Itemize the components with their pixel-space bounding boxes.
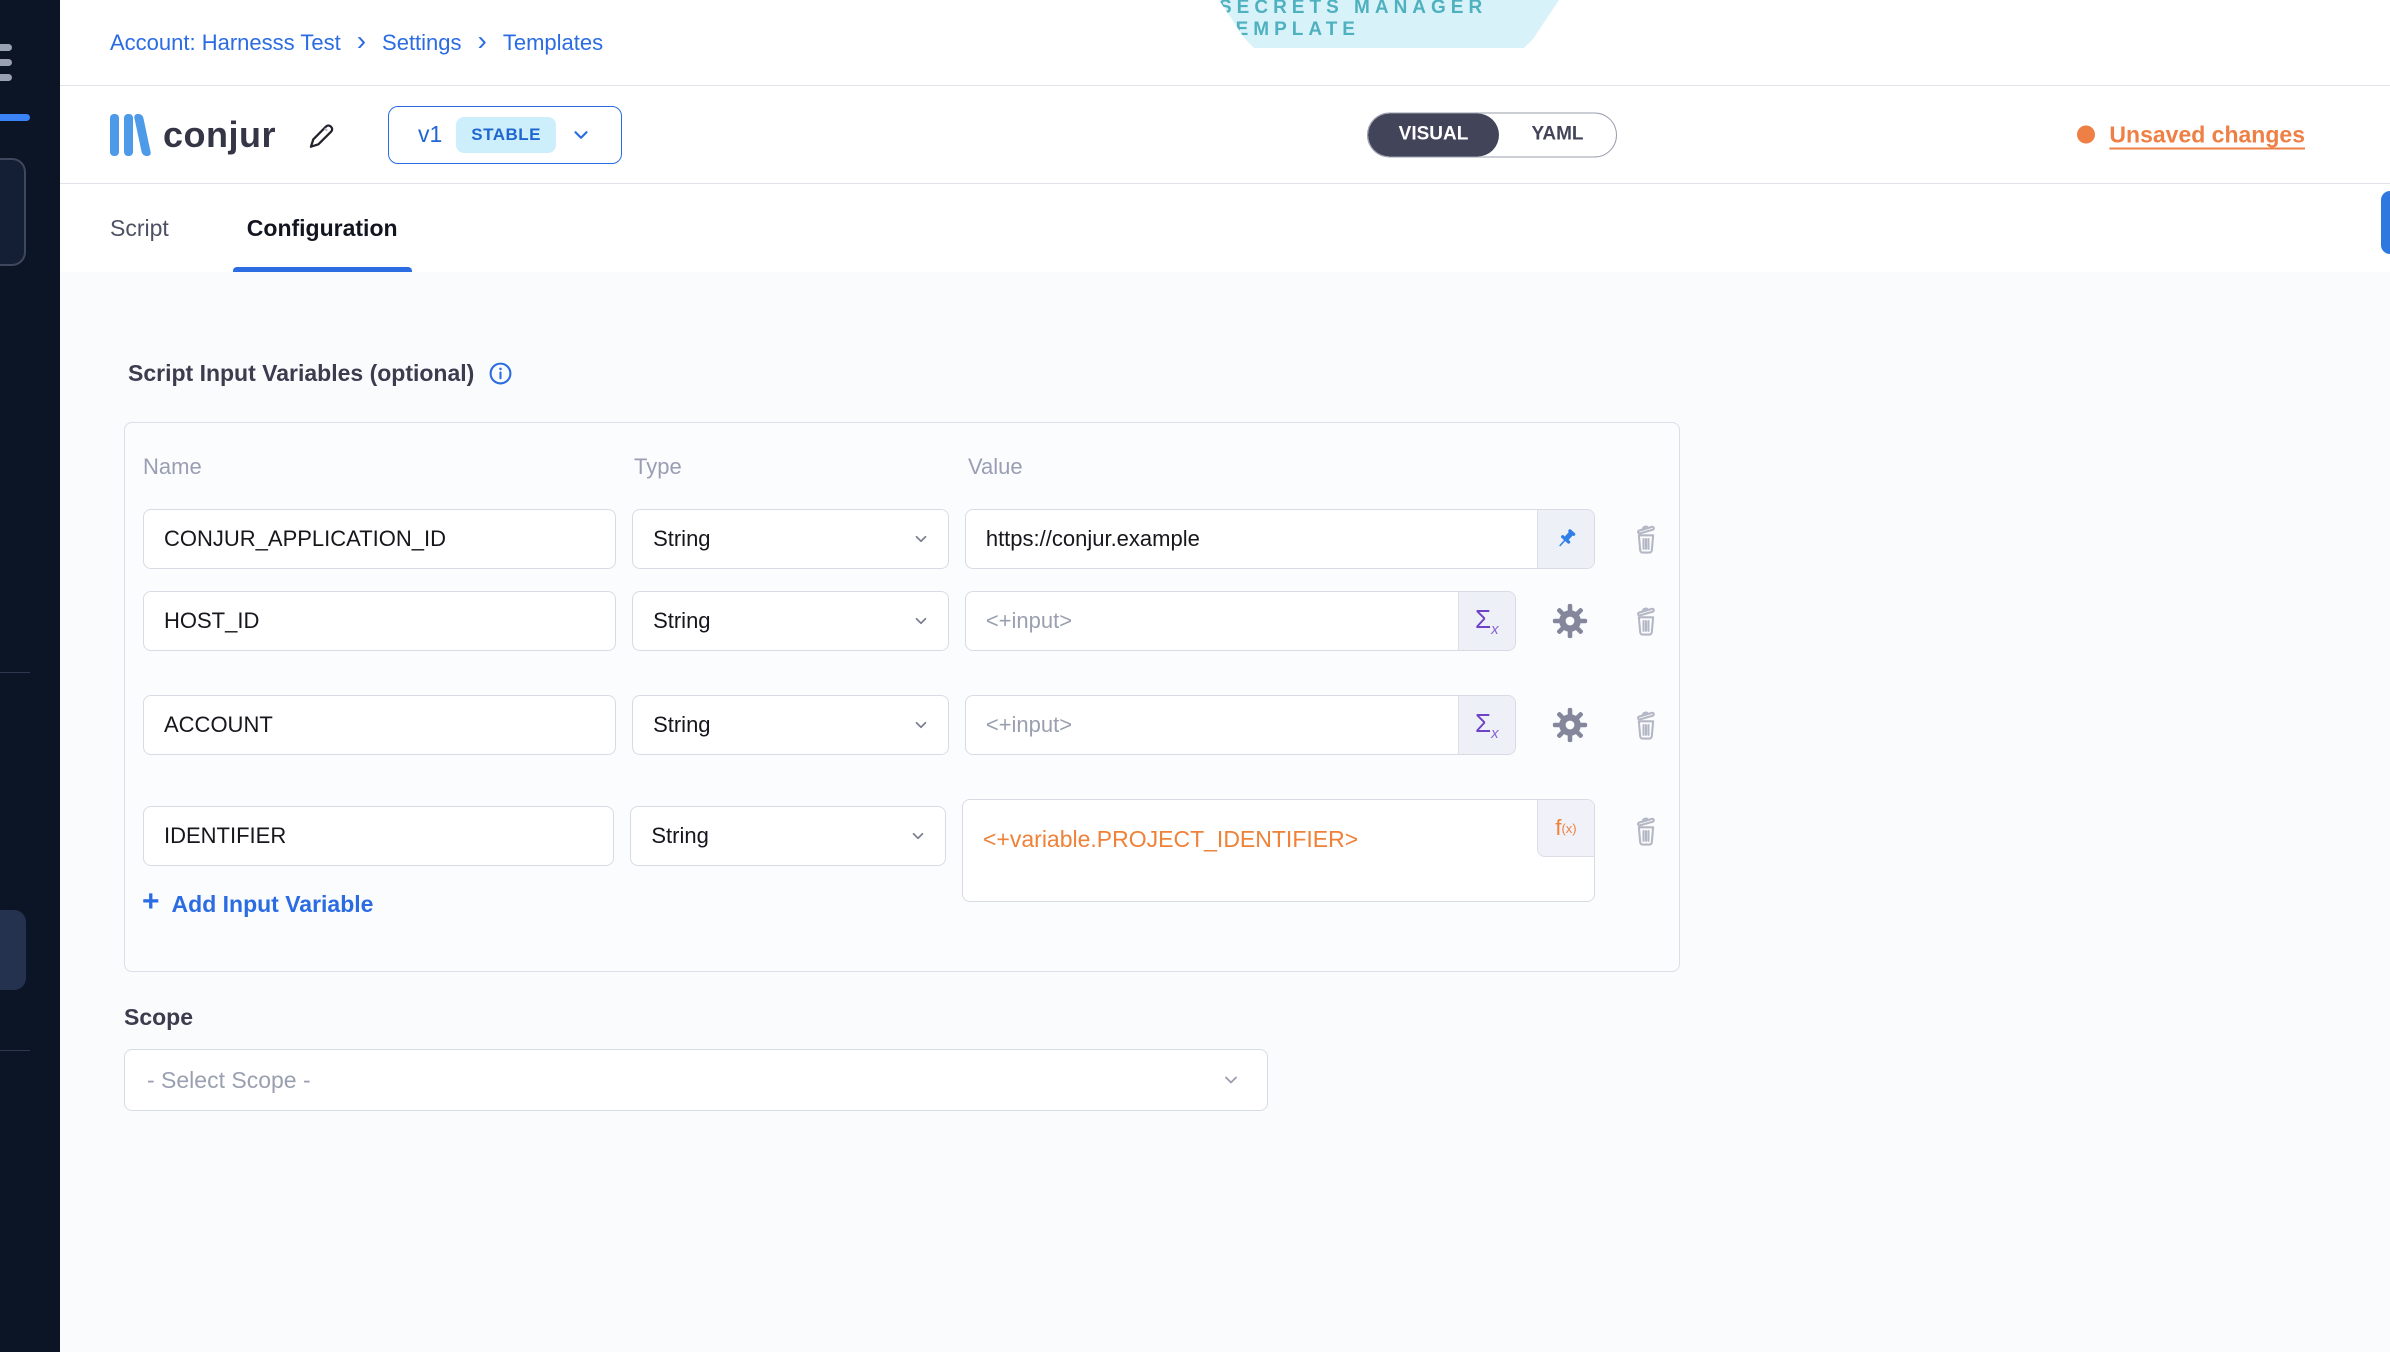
version-selector[interactable]: v1 STABLE (388, 105, 623, 164)
unsaved-dot-icon (2077, 125, 2096, 144)
conjur-logo-icon (110, 113, 152, 156)
scope-label: Scope (124, 1004, 194, 1030)
variable-name-input[interactable] (143, 695, 617, 755)
input-settings-button[interactable] (1549, 600, 1591, 642)
variable-name-input[interactable] (143, 806, 615, 866)
version-stable-badge: STABLE (456, 116, 557, 153)
variable-name-input[interactable] (143, 591, 617, 651)
type-select-value: String (653, 712, 711, 737)
expression-value: <+variable.PROJECT_IDENTIFIER> (983, 826, 1359, 852)
input-settings-button[interactable] (1549, 704, 1591, 746)
add-input-variable-button[interactable]: + Add Input Variable (142, 885, 374, 918)
variable-row: String <+variable.PROJECT_IDENTIFIER> f(… (143, 799, 1661, 902)
chevron-down-icon (1225, 1076, 1237, 1084)
template-header: conjur v1 STABLE VISUAL YAML Unsaved cha… (60, 86, 2390, 254)
scope-select-value: - Select Scope - (147, 1066, 311, 1093)
variable-type-select[interactable]: String (632, 591, 949, 651)
variable-type-select[interactable]: String (630, 806, 946, 866)
delete-variable-button[interactable] (1631, 709, 1661, 741)
type-select-value: String (651, 823, 709, 848)
trash-icon (1637, 525, 1655, 554)
active-tab-underline (232, 267, 412, 272)
nav-divider (0, 1050, 30, 1051)
info-icon[interactable] (488, 361, 513, 386)
expression-fx-button[interactable]: f (x) (1537, 800, 1594, 857)
variable-value-input[interactable] (965, 592, 1458, 650)
fx-icon: f (1555, 815, 1562, 840)
type-select-value: String (653, 526, 711, 551)
variables-columns-header: Name Type Value (143, 441, 1661, 493)
secrets-manager-template-ribbon: SECRETS MANAGER TEMPLATE (1219, 0, 1559, 48)
unsaved-changes-label: Unsaved changes (2109, 121, 2305, 147)
version-label: v1 (417, 121, 443, 147)
variable-row: String Σx (143, 591, 1661, 651)
scope-select[interactable]: - Select Scope - (124, 1049, 1268, 1111)
chevron-down-icon (915, 721, 927, 729)
breadcrumb-settings-link[interactable]: Settings (382, 29, 462, 55)
runtime-input-button[interactable]: Σx (1457, 696, 1515, 754)
variables-card: Name Type Value String (124, 422, 1680, 972)
variable-value-input[interactable] (965, 510, 1537, 568)
unsaved-changes-link[interactable]: Unsaved changes (2077, 121, 2305, 148)
variable-row: String Σx (143, 695, 1661, 755)
delete-variable-button[interactable] (1631, 815, 1661, 847)
breadcrumb-bar: Account: Harnesss Test › Settings › Temp… (60, 0, 2390, 86)
type-select-value: String (653, 608, 711, 633)
trash-icon (1637, 607, 1655, 636)
trash-icon (1637, 711, 1655, 740)
column-header-name: Name (143, 454, 202, 479)
delete-variable-button[interactable] (1631, 605, 1661, 637)
breadcrumb: Account: Harnesss Test › Settings › Temp… (110, 24, 604, 56)
pin-icon (1559, 529, 1576, 547)
edge-floating-button[interactable] (2381, 191, 2390, 254)
left-nav-rail (0, 0, 60, 1352)
trash-icon (1637, 817, 1655, 846)
nav-active-item[interactable] (0, 910, 26, 990)
configuration-panel: Script Input Variables (optional) Name T… (60, 272, 2390, 1352)
chevron-right-icon: › (477, 24, 487, 56)
variable-type-select[interactable]: String (632, 509, 949, 569)
variable-expression-input[interactable]: <+variable.PROJECT_IDENTIFIER> f (x) (962, 799, 1595, 902)
breadcrumb-templates-link[interactable]: Templates (502, 29, 604, 55)
chevron-down-icon (915, 617, 927, 625)
gear-icon (1552, 603, 1588, 639)
nav-divider (0, 672, 30, 673)
visual-yaml-toggle: VISUAL YAML (1367, 112, 1617, 157)
tab-configuration-label: Configuration (246, 214, 398, 241)
variable-type-select[interactable]: String (632, 695, 949, 755)
nav-accent-bar (0, 114, 30, 121)
column-header-value: Value (968, 454, 1023, 479)
ribbon-label: SECRETS MANAGER TEMPLATE (1219, 0, 1488, 40)
chevron-down-icon (915, 535, 927, 543)
runtime-input-button[interactable]: Σx (1457, 592, 1515, 650)
sigma-icon: Σx (1475, 603, 1499, 639)
variable-value-input[interactable] (965, 696, 1458, 754)
plus-icon: + (142, 885, 160, 918)
toggle-yaml[interactable]: YAML (1531, 123, 1584, 145)
nav-menu-icon[interactable] (0, 44, 12, 89)
chevron-down-icon (574, 130, 588, 139)
column-header-type: Type (634, 454, 682, 479)
main-area: Account: Harnesss Test › Settings › Temp… (60, 0, 2390, 1352)
gear-icon (1552, 707, 1588, 743)
toggle-visual[interactable]: VISUAL (1368, 113, 1500, 156)
tab-script[interactable]: Script (110, 214, 169, 241)
variable-row: String (143, 509, 1661, 569)
template-title: conjur (163, 113, 277, 155)
fixed-value-pin-button[interactable] (1537, 510, 1594, 568)
sigma-icon: Σx (1475, 707, 1499, 743)
tab-bar: Script Configuration (60, 184, 2390, 272)
script-input-variables-label: Script Input Variables (optional) (128, 360, 475, 386)
delete-variable-button[interactable] (1631, 523, 1661, 555)
fx-sub: (x) (1561, 820, 1577, 836)
nav-outlined-item[interactable] (0, 158, 26, 266)
tab-configuration[interactable]: Configuration (232, 184, 412, 272)
breadcrumb-account-link[interactable]: Account: Harnesss Test (110, 29, 341, 55)
variable-name-input[interactable] (143, 509, 617, 569)
chevron-down-icon (912, 832, 924, 840)
edit-title-icon[interactable] (304, 119, 336, 151)
chevron-right-icon: › (356, 24, 367, 56)
add-input-variable-label: Add Input Variable (171, 890, 374, 917)
